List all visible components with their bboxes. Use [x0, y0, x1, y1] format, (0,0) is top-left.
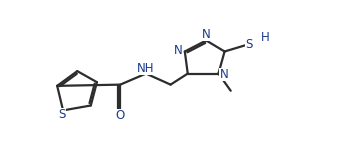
Text: NH: NH	[137, 62, 155, 75]
Text: N: N	[202, 28, 210, 41]
Text: H: H	[261, 32, 269, 45]
Text: O: O	[116, 109, 125, 122]
Text: S: S	[58, 108, 66, 121]
Text: N: N	[219, 68, 228, 81]
Text: N: N	[173, 44, 182, 57]
Text: S: S	[245, 38, 253, 51]
